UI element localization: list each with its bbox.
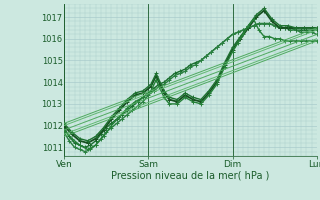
X-axis label: Pression niveau de la mer( hPa ): Pression niveau de la mer( hPa )	[111, 171, 269, 181]
